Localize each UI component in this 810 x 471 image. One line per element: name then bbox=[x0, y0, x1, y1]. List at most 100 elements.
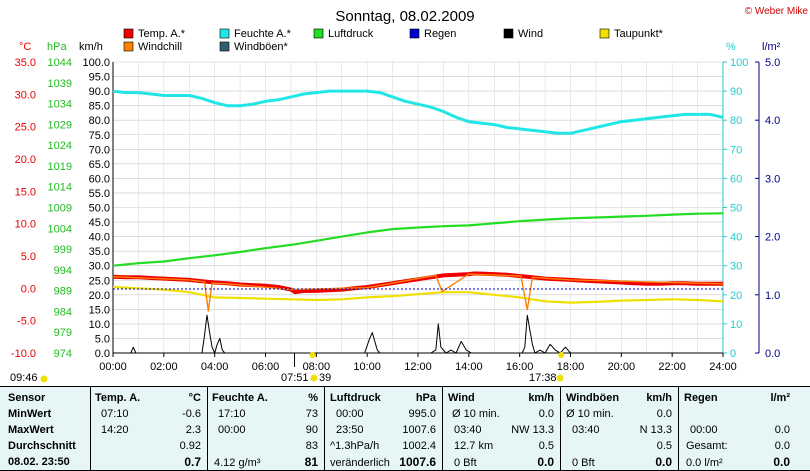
wind-tick-label: 45.0 bbox=[89, 217, 110, 229]
time-tick-label: 12:00 bbox=[404, 361, 432, 373]
wind-tick-label: 35.0 bbox=[89, 246, 110, 258]
moon-extra-label: 39 bbox=[319, 372, 331, 384]
luftdruck-state: veränderlich bbox=[330, 457, 390, 469]
wind-tick-label: 75.0 bbox=[89, 130, 110, 142]
legend: Temp. A.* Feuchte A.* Luftdruck Regen Wind Ta… bbox=[123, 28, 664, 53]
pressure-axis-unit: hPa bbox=[47, 41, 67, 53]
feuchte-current-value: 81 bbox=[304, 455, 318, 469]
time-tick-label: 10:00 bbox=[353, 361, 381, 373]
legend-label: Luftdruck bbox=[328, 28, 374, 40]
rain-tick-label: 5.0 bbox=[765, 57, 780, 69]
legend-swatch bbox=[313, 28, 324, 39]
row-avg-label: Durchschnitt bbox=[8, 440, 76, 452]
weather-chart: Sonntag, 08.02.2009 © Weber Mike Temp. A… bbox=[10, 6, 808, 384]
temp-unit: °C bbox=[188, 392, 201, 404]
windboen-avg-day: 0.5 bbox=[656, 440, 672, 452]
feuchte-max-value: 90 bbox=[305, 424, 318, 436]
humidity-tick-label: 100 bbox=[730, 57, 748, 69]
wind-tick-label: 70.0 bbox=[89, 144, 110, 156]
legend-swatch bbox=[409, 28, 420, 39]
time-axis: 00:00 02:00 04:00 06:00 08:00 10:00 12:00 14:00… bbox=[99, 353, 737, 373]
time-tick-label: 08:00 bbox=[303, 361, 331, 373]
wind-tick-label: 0.0 bbox=[95, 348, 110, 360]
wind-axis-unit: km/h bbox=[79, 41, 103, 53]
wind-max-time: 03:40 bbox=[454, 424, 482, 436]
legend-swatch bbox=[219, 41, 230, 52]
time-tick-label: 18:00 bbox=[557, 361, 585, 373]
windboen-max-dir: N 13.3 bbox=[639, 424, 672, 436]
windboen-title: Windböen bbox=[566, 392, 620, 404]
humidity-tick-label: 50 bbox=[730, 203, 742, 215]
wind-tick-label: 100.0 bbox=[82, 57, 110, 69]
regen-unit: l/m² bbox=[770, 392, 790, 404]
wind-tick-label: 10.0 bbox=[89, 319, 110, 331]
legend-swatch bbox=[599, 28, 610, 39]
temp-max-time: 14:20 bbox=[101, 424, 129, 436]
regen-title: Regen bbox=[684, 392, 718, 404]
row-current-label: 08.02. 23:50 bbox=[8, 456, 70, 468]
windboen-unit: km/h bbox=[646, 392, 672, 404]
wind-avg-value: 0.0 bbox=[538, 408, 554, 420]
wind-tick-label: 55.0 bbox=[89, 188, 110, 200]
time-tick-label: 24:00 bbox=[709, 361, 737, 373]
luftdruck-min-time: 00:00 bbox=[336, 408, 364, 420]
wind-tick-label: 40.0 bbox=[89, 232, 110, 244]
sunrise-icon bbox=[309, 352, 316, 358]
chart-title: Sonntag, 08.02.2009 bbox=[335, 8, 474, 25]
regen-max-time: 00:00 bbox=[690, 424, 718, 436]
luftdruck-min-value: 995.0 bbox=[408, 408, 436, 420]
wind-tick-label: 25.0 bbox=[89, 275, 110, 287]
pressure-tick-label: 1029 bbox=[48, 119, 72, 131]
humidity-axis-unit: % bbox=[726, 41, 736, 53]
wind-title: Wind bbox=[448, 392, 475, 404]
axes: 35.0 30.0 25.0 20.0 15.0 10.0 5.0 0.0 -5.0 -10.0 1… bbox=[11, 57, 780, 360]
wind-tick-label: 20.0 bbox=[89, 290, 110, 302]
rain-tick-label: 1.0 bbox=[765, 290, 780, 302]
luftdruck-title: Luftdruck bbox=[330, 392, 381, 404]
axis-units: °C hPa km/h% l/m² bbox=[19, 41, 781, 53]
time-tick-label: 22:00 bbox=[658, 361, 686, 373]
feuchte-title: Feuchte A. bbox=[212, 392, 268, 404]
wind-current-value: 0.0 bbox=[537, 455, 554, 469]
moonrise-label: 09:46 bbox=[10, 372, 38, 384]
feuchte-avg-value: 83 bbox=[305, 440, 318, 452]
rain-axis-unit: l/m² bbox=[762, 41, 781, 53]
humidity-tick-label: 90 bbox=[730, 86, 742, 98]
time-tick-label: 14:00 bbox=[455, 361, 483, 373]
legend-label: Taupunkt* bbox=[614, 28, 664, 40]
pressure-tick-label: 1014 bbox=[48, 182, 72, 194]
legend-label: Windchill bbox=[138, 41, 182, 53]
series-line bbox=[112, 273, 724, 312]
humidity-tick-label: 0 bbox=[730, 348, 736, 360]
pressure-tick-label: 979 bbox=[54, 327, 72, 339]
pressure-tick-label: 1039 bbox=[48, 78, 72, 90]
pressure-tick-label: 1009 bbox=[48, 203, 72, 215]
humidity-tick-label: 10 bbox=[730, 319, 742, 331]
time-tick-label: 02:00 bbox=[150, 361, 178, 373]
luftdruck-unit: hPa bbox=[415, 392, 436, 404]
temp-tick-label: -5.0 bbox=[17, 316, 36, 328]
series-line bbox=[112, 212, 724, 267]
time-tick-label: 00:00 bbox=[99, 361, 127, 373]
feuchte-unit: % bbox=[308, 392, 318, 404]
legend-swatch bbox=[503, 28, 514, 39]
temp-title: Temp. A. bbox=[95, 392, 141, 404]
pressure-tick-label: 994 bbox=[54, 265, 72, 277]
feuchte-absolute: 4.12 g/m³ bbox=[214, 457, 261, 469]
luftdruck-max-value: 1007.6 bbox=[402, 424, 436, 436]
temp-tick-label: 5.0 bbox=[21, 251, 36, 263]
humidity-tick-label: 70 bbox=[730, 144, 742, 156]
humidity-tick-label: 60 bbox=[730, 173, 742, 185]
pressure-tick-label: 1044 bbox=[48, 57, 72, 69]
sunset-time-icon bbox=[556, 374, 564, 382]
temp-tick-label: 15.0 bbox=[15, 186, 36, 198]
sunrise-label: 07:51 bbox=[281, 372, 309, 384]
temp-tick-label: 0.0 bbox=[21, 283, 36, 295]
temp-tick-label: 25.0 bbox=[15, 122, 36, 134]
sun-markers: 07:51 39 17:38 09:46 bbox=[10, 352, 565, 384]
series-line bbox=[113, 314, 723, 354]
pressure-tick-label: 974 bbox=[54, 348, 72, 360]
regen-current-label: 0.0 l/m² bbox=[686, 457, 723, 469]
rain-tick-label: 0.0 bbox=[765, 348, 780, 360]
windboen-max-time: 03:40 bbox=[572, 424, 600, 436]
